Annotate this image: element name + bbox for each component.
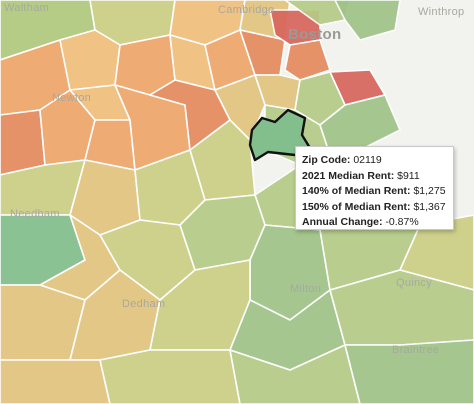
zip-region[interactable] — [284, 39, 331, 81]
tooltip-rent-label: 2021 Median Rent: — [302, 169, 395, 182]
tooltip-rent140-label: 140% of Median Rent: — [302, 185, 411, 197]
zip-region[interactable] — [399, 214, 474, 291]
tooltip-change-label: Annual Change: — [302, 216, 383, 228]
zip-region[interactable] — [189, 119, 256, 201]
tooltip-zip-label: Zip Code: — [302, 154, 351, 166]
tooltip-rent140-value: $1,275 — [413, 185, 446, 197]
zip-region[interactable] — [0, 359, 111, 404]
zip-region[interactable] — [334, 0, 401, 41]
tooltip-rent150-label: 150% of Median Rent: — [302, 200, 411, 213]
zip-region[interactable] — [344, 339, 474, 404]
zip-region[interactable] — [0, 109, 46, 176]
tooltip-zip-value: 02119 — [353, 154, 382, 166]
zip-region[interactable] — [99, 349, 241, 404]
tooltip-rent150-row: 150% of Median Rent: $1,367 — [302, 200, 453, 216]
tooltip-rent-row: 2021 Median Rent: $911 — [302, 169, 453, 185]
zip-tooltip: Zip Code: 02119 2021 Median Rent: $911 1… — [295, 146, 454, 230]
tooltip-rent-value: $911 — [397, 169, 420, 182]
tooltip-zip-row: Zip Code: 02119 — [302, 153, 453, 169]
zip-region[interactable] — [59, 29, 121, 91]
tooltip-change-value: -0.87% — [385, 216, 419, 228]
tooltip-rent140-row: 140% of Median Rent: $1,275 — [302, 184, 453, 200]
tooltip-change-row: Annual Change: -0.87% — [302, 215, 453, 231]
tooltip-rent150-value: $1,367 — [413, 200, 446, 213]
